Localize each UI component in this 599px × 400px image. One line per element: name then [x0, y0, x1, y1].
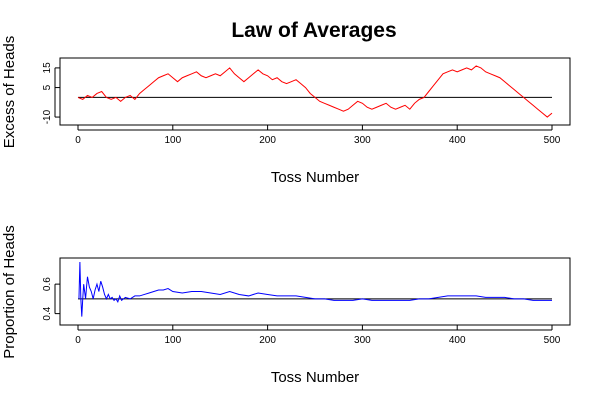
excess-x-tick-label: 100: [164, 135, 181, 146]
excess-y-tick-label: 15: [42, 62, 53, 74]
excess-series-line: [77, 65, 553, 118]
excess-y-axis-title: Excess of Heads: [1, 36, 18, 149]
excess-x-tick-label: 300: [354, 135, 371, 146]
proportion-x-axis-title: Toss Number: [271, 369, 359, 386]
excess-x-tick-label: 200: [259, 135, 276, 146]
excess-x-tick-label: 0: [75, 135, 81, 146]
proportion-y-axis-title: Proportion of Heads: [1, 225, 18, 358]
proportion-x-tick-label: 500: [544, 335, 561, 346]
proportion-panel: 0 100 200 300 400 500 0.4 0.6 Toss Number Prop…: [1, 225, 571, 386]
proportion-series-line: [78, 261, 552, 317]
excess-plot-frame: [59, 57, 571, 126]
excess-panel: 0 100 200 300 400 500 -10 5 15 Toss Number Exce…: [1, 36, 571, 186]
proportion-y-tick-label: 0.6: [42, 277, 53, 291]
proportion-x-tick-label: 0: [75, 335, 81, 346]
proportion-y-axis: 0.4 0.6: [42, 277, 60, 321]
proportion-y-tick-label: 0.4: [42, 306, 53, 320]
proportion-x-tick-label: 100: [164, 335, 181, 346]
excess-x-axis-title: Toss Number: [271, 169, 359, 186]
excess-y-tick-label: -10: [42, 109, 53, 124]
excess-x-axis: 0 100 200 300 400 500: [75, 125, 561, 146]
proportion-plot-frame: [59, 257, 571, 326]
proportion-x-axis: 0 100 200 300 400 500: [75, 325, 561, 346]
proportion-x-tick-label: 300: [354, 335, 371, 346]
proportion-x-tick-label: 200: [259, 335, 276, 346]
excess-x-tick-label: 400: [449, 135, 466, 146]
excess-y-tick-label: 5: [42, 84, 53, 90]
chart-title: Law of Averages: [231, 19, 396, 42]
excess-x-tick-label: 500: [544, 135, 561, 146]
proportion-x-tick-label: 400: [449, 335, 466, 346]
excess-y-axis: -10 5 15: [42, 62, 60, 124]
